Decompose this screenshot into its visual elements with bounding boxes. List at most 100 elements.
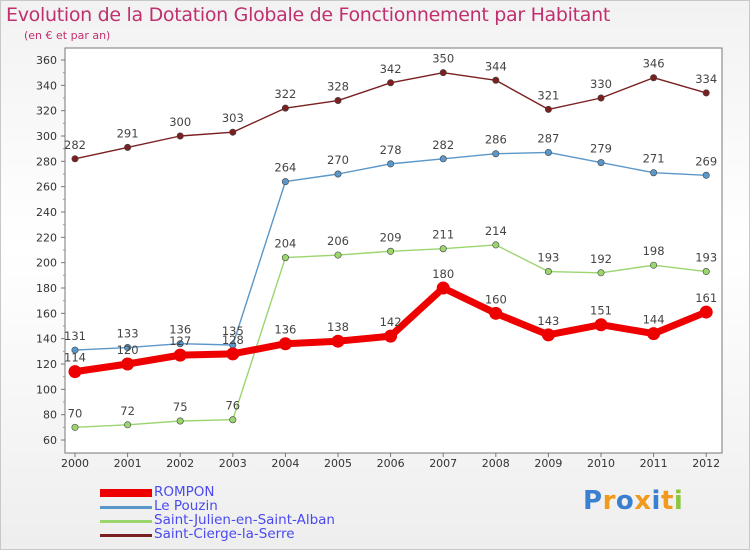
data-point-saint-julien-en-saint-alban: [387, 247, 395, 255]
y-tick-label: 80: [43, 409, 57, 422]
data-label-le-pouzin: 278: [380, 143, 402, 157]
data-point-saint-cierge-la-serre: [597, 94, 605, 102]
data-point-rompon: [331, 334, 345, 348]
data-point-le-pouzin: [281, 178, 289, 186]
data-point-le-pouzin: [387, 160, 395, 168]
data-label-saint-julien-en-saint-alban: 75: [173, 400, 188, 414]
data-label-rompon: 138: [327, 320, 349, 334]
data-point-le-pouzin: [71, 346, 79, 354]
data-label-rompon: 161: [695, 291, 717, 305]
data-label-le-pouzin: 271: [643, 152, 665, 166]
data-point-le-pouzin: [544, 148, 552, 156]
data-label-rompon: 128: [222, 333, 244, 347]
chart-title: Evolution de la Dotation Globale de Fonc…: [6, 4, 611, 26]
x-tick-label: 2002: [166, 457, 194, 470]
x-tick-label: 2006: [377, 457, 405, 470]
data-point-rompon: [699, 305, 713, 319]
data-point-saint-julien-en-saint-alban: [702, 268, 710, 276]
data-label-rompon: 127: [169, 334, 191, 348]
data-label-saint-julien-en-saint-alban: 206: [327, 234, 349, 248]
data-label-rompon: 143: [537, 314, 559, 328]
chart-subtitle: (en € et par an): [24, 29, 111, 42]
y-tick-label: 300: [36, 130, 57, 143]
legend-swatch: [100, 534, 152, 537]
legend-swatch: [100, 520, 152, 523]
data-label-le-pouzin: 282: [432, 138, 454, 152]
data-point-rompon: [436, 281, 450, 295]
data-label-rompon: 160: [485, 292, 507, 306]
data-label-saint-cierge-la-serre: 300: [169, 115, 191, 129]
data-label-rompon: 151: [590, 304, 612, 318]
data-point-saint-cierge-la-serre: [439, 69, 447, 77]
data-label-saint-cierge-la-serre: 328: [327, 80, 349, 94]
data-point-saint-cierge-la-serre: [124, 143, 132, 151]
data-point-saint-julien-en-saint-alban: [650, 261, 658, 269]
data-point-saint-cierge-la-serre: [281, 104, 289, 112]
x-tick-label: 2009: [534, 457, 562, 470]
x-tick-label: 2008: [482, 457, 510, 470]
data-point-saint-julien-en-saint-alban: [544, 268, 552, 276]
legend-label: Saint-Julien-en-Saint-Alban: [154, 512, 335, 528]
proxiti-logo: Proxiti: [583, 486, 684, 516]
legend-label: Saint-Cierge-la-Serre: [154, 526, 295, 542]
y-tick-label: 360: [36, 54, 57, 67]
data-label-saint-julien-en-saint-alban: 211: [432, 228, 454, 242]
data-label-saint-julien-en-saint-alban: 192: [590, 252, 612, 266]
data-label-le-pouzin: 135: [222, 324, 244, 338]
data-label-saint-julien-en-saint-alban: 214: [485, 224, 507, 238]
x-tick-label: 2000: [61, 457, 89, 470]
data-label-saint-cierge-la-serre: 350: [432, 52, 454, 66]
y-tick-label: 120: [36, 358, 57, 371]
data-label-rompon: 136: [274, 323, 296, 337]
data-point-rompon: [173, 348, 187, 362]
data-point-rompon: [226, 347, 240, 361]
legend-label: Le Pouzin: [154, 498, 218, 514]
data-point-saint-julien-en-saint-alban: [439, 245, 447, 253]
data-label-saint-julien-en-saint-alban: 193: [695, 251, 717, 265]
legend-swatch: [100, 506, 152, 509]
data-label-le-pouzin: 286: [485, 133, 507, 147]
data-point-saint-cierge-la-serre: [229, 128, 237, 136]
data-point-saint-julien-en-saint-alban: [492, 241, 500, 249]
data-label-saint-cierge-la-serre: 291: [117, 126, 139, 140]
data-label-le-pouzin: 269: [695, 154, 717, 168]
data-point-saint-cierge-la-serre: [387, 79, 395, 87]
y-tick-label: 220: [36, 231, 57, 244]
data-point-le-pouzin: [597, 159, 605, 167]
data-label-saint-julien-en-saint-alban: 72: [120, 404, 135, 418]
y-tick-label: 100: [36, 383, 57, 396]
data-label-saint-cierge-la-serre: 334: [695, 72, 717, 86]
data-label-saint-cierge-la-serre: 342: [380, 62, 402, 76]
data-point-le-pouzin: [492, 150, 500, 158]
data-point-saint-julien-en-saint-alban: [176, 417, 184, 425]
data-label-le-pouzin: 279: [590, 142, 612, 156]
data-label-le-pouzin: 131: [64, 329, 86, 343]
data-point-saint-cierge-la-serre: [492, 76, 500, 84]
y-tick-label: 260: [36, 181, 57, 194]
x-tick-label: 2011: [640, 457, 668, 470]
data-label-saint-julien-en-saint-alban: 198: [643, 244, 665, 258]
y-tick-label: 280: [36, 155, 57, 168]
data-point-saint-julien-en-saint-alban: [124, 421, 132, 429]
data-point-le-pouzin: [176, 340, 184, 348]
data-label-saint-cierge-la-serre: 330: [590, 77, 612, 91]
data-label-saint-julien-en-saint-alban: 76: [225, 399, 240, 413]
y-tick-label: 200: [36, 257, 57, 270]
x-tick-label: 2007: [429, 457, 457, 470]
x-tick-label: 2001: [114, 457, 142, 470]
data-point-rompon: [647, 327, 661, 341]
data-label-saint-cierge-la-serre: 282: [64, 138, 86, 152]
data-point-rompon: [68, 365, 82, 379]
data-point-rompon: [541, 328, 555, 342]
legend-swatch: [100, 489, 152, 497]
data-label-le-pouzin: 270: [327, 153, 349, 167]
data-label-saint-julien-en-saint-alban: 209: [380, 230, 402, 244]
data-label-rompon: 114: [64, 351, 86, 365]
data-point-saint-julien-en-saint-alban: [281, 254, 289, 262]
data-point-saint-cierge-la-serre: [176, 132, 184, 140]
x-tick-label: 2012: [692, 457, 720, 470]
data-point-saint-cierge-la-serre: [71, 155, 79, 163]
x-tick-label: 2010: [587, 457, 615, 470]
data-point-le-pouzin: [650, 169, 658, 177]
